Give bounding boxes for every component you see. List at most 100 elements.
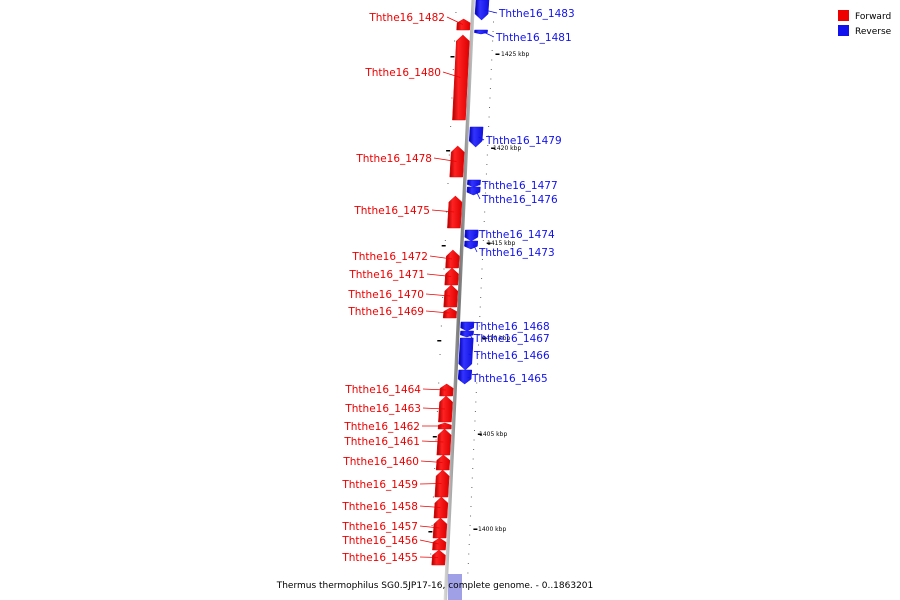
gene-feature-ththe16-1476[interactable]: [466, 186, 481, 196]
minor-tick-dot: [487, 135, 489, 137]
gene-label[interactable]: Ththe16_1469: [347, 306, 424, 318]
gene-feature-ththe16-1473[interactable]: [464, 240, 479, 250]
gene-label[interactable]: Ththe16_1479: [485, 135, 562, 147]
label-leader-line: [425, 310, 450, 314]
gene-feature-ththe16-1464[interactable]: [439, 383, 454, 397]
gene-feature-ththe16-1456[interactable]: [432, 537, 447, 551]
gene-feature-ththe16-1472[interactable]: [445, 249, 460, 269]
label-leader-line: [483, 31, 495, 38]
gene-feature-ththe16-1455[interactable]: [431, 549, 446, 566]
gene-feature-ththe16-1480[interactable]: [452, 34, 470, 121]
gene-feature-ththe16-1477[interactable]: [467, 179, 481, 188]
minor-tick-dot: [486, 154, 488, 156]
axis-line: [443, 0, 475, 600]
minor-tick-dot: [431, 525, 433, 526]
tick-mark: [437, 340, 442, 342]
minor-tick-dot: [477, 344, 479, 346]
gene-label[interactable]: Ththe16_1466: [473, 350, 550, 362]
gene-feature-ththe16-1460[interactable]: [435, 454, 451, 471]
minor-tick-dot: [488, 126, 490, 127]
gene-label[interactable]: Ththe16_1477: [481, 180, 558, 192]
minor-tick-dot: [482, 240, 484, 241]
gene-label[interactable]: Ththe16_1457: [341, 521, 418, 533]
minor-tick-dot: [468, 544, 470, 545]
gene-label[interactable]: Ththe16_1470: [347, 289, 424, 301]
label-leader-line: [475, 190, 481, 200]
minor-tick-dot: [492, 40, 494, 42]
tick-mark: [482, 337, 487, 339]
gene-feature-ththe16-1459[interactable]: [434, 469, 450, 498]
gene-feature-ththe16-1474[interactable]: [464, 229, 479, 242]
gene-label[interactable]: Ththe16_1475: [353, 205, 430, 217]
tick-label: 1415 kbp: [487, 240, 515, 247]
gene-label[interactable]: Ththe16_1476: [481, 194, 558, 206]
label-leader-line: [484, 9, 498, 14]
gene-label[interactable]: Ththe16_1459: [341, 479, 418, 491]
gene-label[interactable]: Ththe16_1468: [473, 321, 550, 333]
gene-feature-ththe16-1463[interactable]: [438, 395, 453, 423]
minor-tick-dot: [489, 97, 491, 99]
minor-tick-dot: [432, 496, 434, 498]
gene-features: [431, 0, 490, 566]
gene-label[interactable]: Ththe16_1463: [344, 403, 421, 415]
gene-feature-ththe16-1466[interactable]: [458, 337, 474, 371]
minor-tick-dot: [454, 40, 456, 42]
gene-feature-ththe16-1469[interactable]: [442, 307, 457, 319]
minor-tick-dot: [435, 439, 437, 441]
gene-label[interactable]: Ththe16_1464: [344, 384, 421, 396]
label-leader-line: [421, 440, 444, 443]
gene-feature-ththe16-1458[interactable]: [433, 496, 449, 519]
gene-feature-ththe16-1467[interactable]: [460, 330, 474, 338]
gene-feature-ththe16-1479[interactable]: [468, 126, 484, 148]
gene-feature-ththe16-1465[interactable]: [457, 369, 473, 385]
gene-feature-ththe16-1482[interactable]: [456, 18, 471, 31]
gene-label[interactable]: Ththe16_1474: [478, 229, 555, 241]
minor-tick-dot: [468, 553, 470, 555]
gene-feature-ththe16-1481[interactable]: [474, 29, 488, 35]
minor-tick-dot: [471, 487, 473, 488]
minor-tick-dot: [467, 572, 469, 574]
minor-tick-dot: [486, 164, 488, 165]
minor-tick-dot: [479, 306, 481, 308]
label-leader-line: [419, 539, 439, 545]
gene-feature-ththe16-1483[interactable]: [474, 0, 490, 21]
gene-feature-ththe16-1462[interactable]: [437, 422, 452, 430]
gene-feature-ththe16-1478[interactable]: [449, 145, 465, 178]
gene-label[interactable]: Ththe16_1455: [341, 552, 418, 564]
gene-label[interactable]: Ththe16_1480: [364, 67, 441, 79]
gene-feature-ththe16-1475[interactable]: [447, 195, 463, 229]
label-leader-line: [442, 71, 461, 78]
label-leader-line: [476, 183, 481, 186]
minor-tick-dot: [450, 126, 452, 127]
gene-label[interactable]: Ththe16_1465: [471, 373, 548, 385]
gene-label[interactable]: Ththe16_1481: [495, 32, 572, 44]
minor-tick-dot: [471, 477, 473, 479]
gene-label[interactable]: Ththe16_1473: [478, 247, 555, 259]
gene-label[interactable]: Ththe16_1483: [498, 8, 575, 20]
gene-label[interactable]: Ththe16_1482: [368, 12, 445, 24]
minor-tick-dot: [434, 468, 436, 469]
minor-tick-dot: [439, 354, 441, 355]
gene-feature-ththe16-1468[interactable]: [460, 321, 475, 332]
minor-tick-dot: [489, 107, 491, 108]
legend: Forward Reverse: [838, 10, 892, 37]
label-leader-line: [446, 16, 464, 25]
minor-tick-dot: [477, 363, 479, 365]
label-leader-line: [419, 556, 439, 558]
gene-label[interactable]: Ththe16_1456: [341, 535, 418, 547]
gene-feature-ththe16-1457[interactable]: [432, 517, 448, 539]
minor-tick-dot: [484, 202, 486, 203]
minor-tick-dot: [444, 240, 446, 241]
gene-label[interactable]: Ththe16_1462: [343, 421, 420, 433]
gene-label[interactable]: Ththe16_1478: [355, 153, 432, 165]
gene-label[interactable]: Ththe16_1460: [342, 456, 419, 468]
gene-feature-ththe16-1471[interactable]: [444, 267, 459, 286]
genome-axis: [443, 0, 475, 600]
gene-label[interactable]: Ththe16_1461: [343, 436, 420, 448]
gene-feature-ththe16-1470[interactable]: [443, 284, 459, 308]
gene-label[interactable]: Ththe16_1458: [341, 501, 418, 513]
gene-label[interactable]: Ththe16_1467: [473, 333, 550, 345]
gene-feature-ththe16-1461[interactable]: [436, 428, 452, 456]
gene-label[interactable]: Ththe16_1471: [348, 269, 425, 281]
gene-label[interactable]: Ththe16_1472: [351, 251, 428, 263]
